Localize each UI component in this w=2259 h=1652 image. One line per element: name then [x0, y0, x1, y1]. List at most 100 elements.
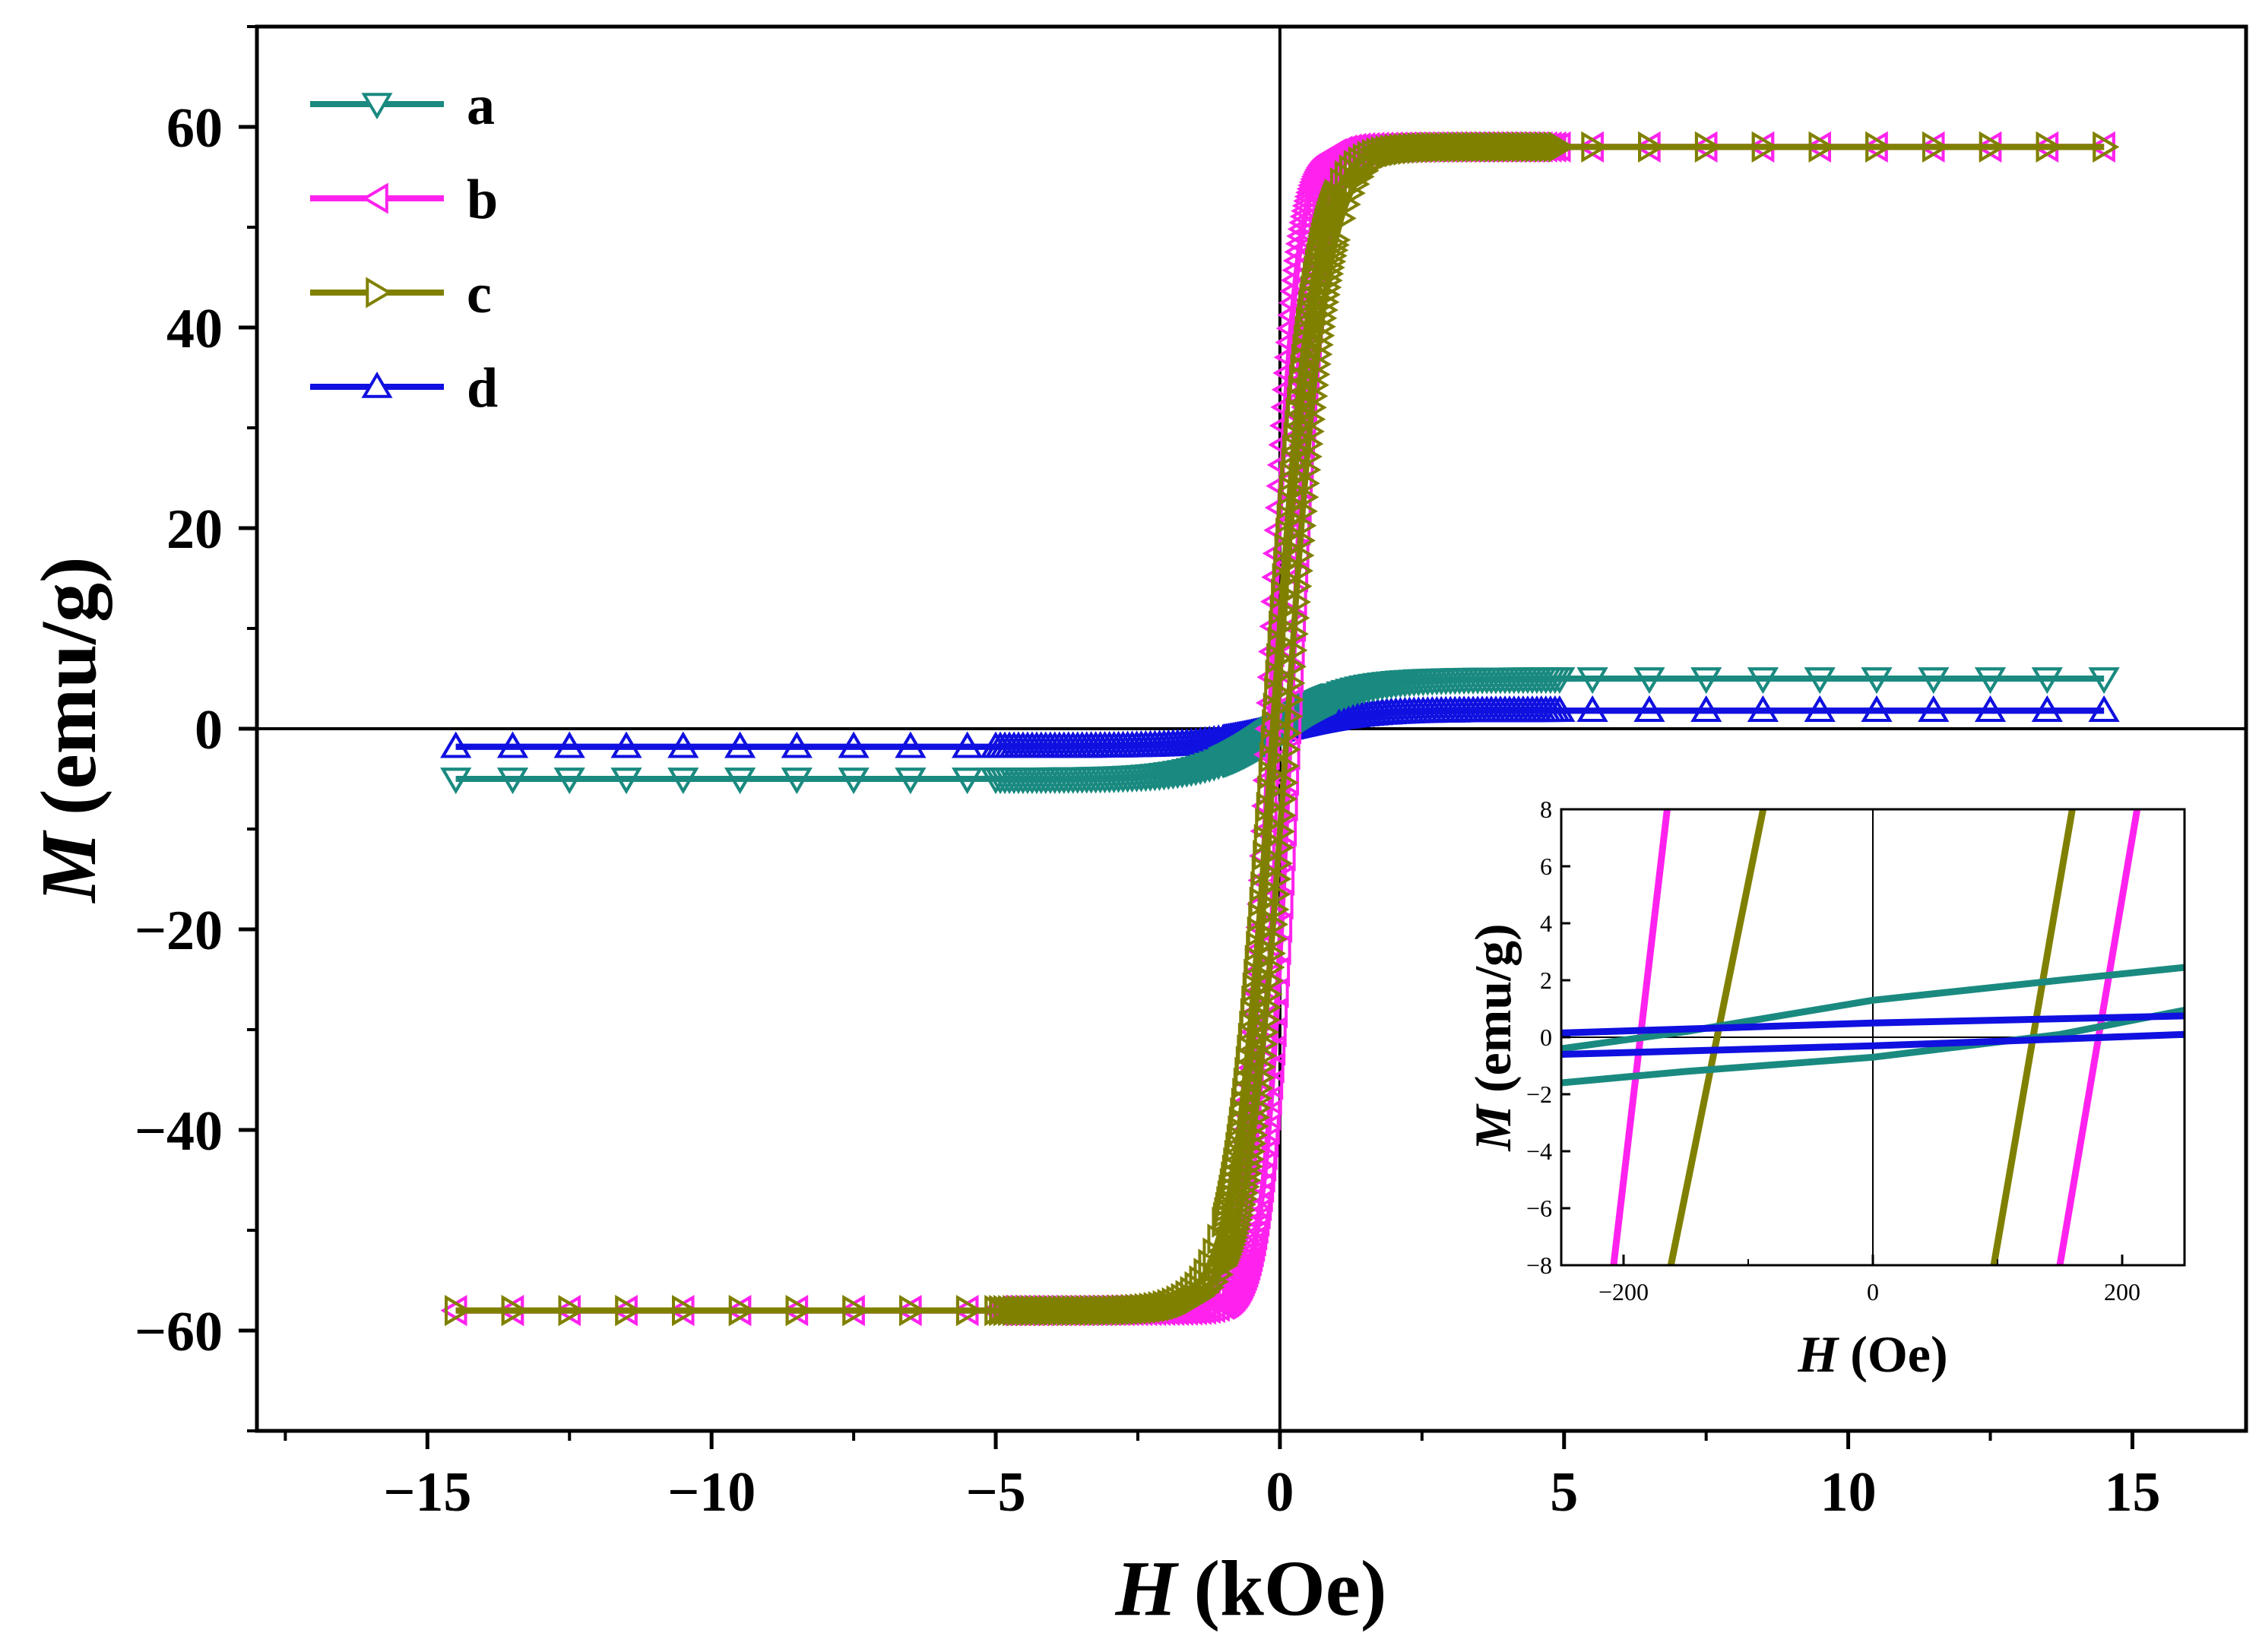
main-series-d-marker — [2088, 695, 2120, 722]
main-series-c-marker — [1256, 791, 1283, 823]
main-series-a-marker — [2031, 667, 2063, 695]
main-series-c-marker — [1259, 742, 1287, 774]
main-series-c-marker — [1265, 659, 1292, 691]
main-series-c-marker — [558, 1295, 585, 1327]
main-series-d-marker — [1804, 695, 1836, 722]
main-series-c-marker — [1283, 602, 1310, 634]
main-series-c-marker — [1494, 131, 1521, 163]
main-series-c-marker — [1471, 131, 1498, 163]
inset-y-tick-label: 4 — [1540, 910, 1552, 937]
main-series-c-marker — [1253, 840, 1280, 872]
main-series-c-marker — [1266, 643, 1293, 674]
inset-series-a — [1561, 964, 2185, 1087]
main-series-c-marker — [1389, 135, 1416, 166]
inset-y-tick-label: 2 — [1540, 967, 1552, 994]
main-series-c-marker — [1003, 1295, 1030, 1327]
main-series-c-marker — [1334, 188, 1361, 220]
main-series-c-marker — [1516, 131, 1543, 163]
main-series-d-marker — [1544, 695, 1576, 722]
main-series-d-marker — [1975, 695, 2006, 722]
main-series-c-marker — [1107, 1294, 1134, 1326]
main-series-c-marker — [1462, 131, 1489, 163]
main-series-c-marker — [1066, 1295, 1093, 1327]
main-series-c-marker — [1425, 131, 1453, 163]
main-series-c-marker — [1025, 1295, 1052, 1327]
inset-series-group — [1561, 809, 2185, 1265]
main-series-c-marker — [1979, 131, 2006, 163]
main-series-c-marker — [1526, 131, 1552, 163]
main-series-c-marker — [1265, 863, 1292, 895]
main-series-d-marker — [1576, 695, 1608, 722]
main-series-c-marker — [1007, 1295, 1034, 1327]
main-series-a-marker — [1918, 667, 1950, 695]
inset-y-axis-unit: (emu/g) — [1464, 923, 1522, 1093]
main-series-d-marker — [1690, 695, 1722, 722]
main-series-c-marker — [1274, 733, 1301, 765]
main-series-c-marker — [1271, 783, 1297, 815]
main-series-a-marker — [1861, 667, 1893, 695]
main-series-c-marker — [1443, 131, 1471, 163]
main-series-c-marker — [1264, 878, 1291, 910]
main-series-c-marker — [1922, 131, 1949, 163]
main-series-c-marker — [1264, 676, 1291, 707]
main-series-c-marker — [1398, 134, 1425, 166]
main-series-d-marker — [781, 731, 813, 758]
main-series-c-marker — [1262, 709, 1289, 740]
main-series-c-marker — [1512, 131, 1539, 163]
main-series-c-marker — [1402, 133, 1430, 165]
inset-plot: −200 0 200 −8 −6 −4 −2 0 2 4 6 8 H (Oe) M (emu/g) — [1464, 796, 2186, 1383]
main-series-c-marker — [1193, 1276, 1221, 1308]
main-series-a-marker — [1326, 685, 1358, 713]
main-series-c-marker — [1503, 131, 1530, 163]
main-series-c-marker — [1507, 131, 1535, 163]
main-series-c-marker — [1466, 131, 1494, 163]
main-series-c-marker — [1434, 131, 1462, 163]
main-series-c-marker — [1285, 586, 1311, 618]
main-series-c-marker — [1544, 131, 1570, 163]
main-x-tick-label: −15 — [383, 1461, 471, 1524]
main-y-axis-symbol: M — [25, 830, 112, 904]
main-series-a-marker — [724, 767, 756, 795]
main-series-b-marker — [1262, 976, 1289, 1008]
main-series-c-marker — [993, 1295, 1021, 1327]
main-series-c-marker — [899, 1295, 926, 1327]
main-series-c-marker — [1421, 131, 1448, 163]
main-series-b-marker — [1291, 391, 1317, 423]
main-series-c-marker — [1125, 1294, 1152, 1326]
main-series-c-marker — [955, 1295, 983, 1327]
legend-item-b: b — [310, 169, 498, 231]
main-y-tick-label: −20 — [135, 900, 223, 962]
main-series-c-marker — [1530, 131, 1557, 163]
main-series-c-marker — [1269, 815, 1295, 847]
main-series-c-marker — [1535, 131, 1561, 163]
inset-y-tick-label: −4 — [1526, 1138, 1552, 1165]
main-series-b-marker — [1253, 1113, 1280, 1145]
main-series-c-marker — [1093, 1294, 1120, 1326]
legend-label-b: b — [467, 169, 498, 231]
main-series-a-marker — [1330, 683, 1362, 710]
main-series-d-marker — [1747, 695, 1779, 722]
main-series-c-marker — [1079, 1295, 1107, 1326]
inset-series-d-lower-branch — [1561, 1030, 2185, 1058]
main-series-c-marker — [1021, 1295, 1047, 1327]
main-series-c-marker — [1275, 717, 1302, 748]
main-series-c-marker — [445, 1295, 471, 1327]
main-series-c-marker — [1139, 1293, 1166, 1325]
main-series-d-marker — [2031, 695, 2063, 722]
main-series-a-marker — [952, 767, 984, 795]
main-series-a-marker — [1576, 667, 1608, 695]
main-series-c-marker — [842, 1295, 870, 1327]
main-series-a-marker — [1690, 667, 1722, 695]
main-series-c-marker — [1411, 132, 1439, 164]
main-series-c-marker — [1273, 750, 1300, 782]
main-series-c-marker — [1116, 1294, 1143, 1326]
main-series-c-marker — [1278, 667, 1306, 699]
legend-marker-d — [361, 371, 393, 398]
main-series-c-marker — [1084, 1295, 1111, 1326]
main-series-c-marker — [1250, 871, 1278, 903]
main-series-c-marker — [1198, 1271, 1225, 1303]
main-x-tick-label: 10 — [1820, 1461, 1877, 1524]
main-series-c-marker — [1489, 131, 1516, 163]
main-series-c-marker — [2093, 131, 2120, 163]
